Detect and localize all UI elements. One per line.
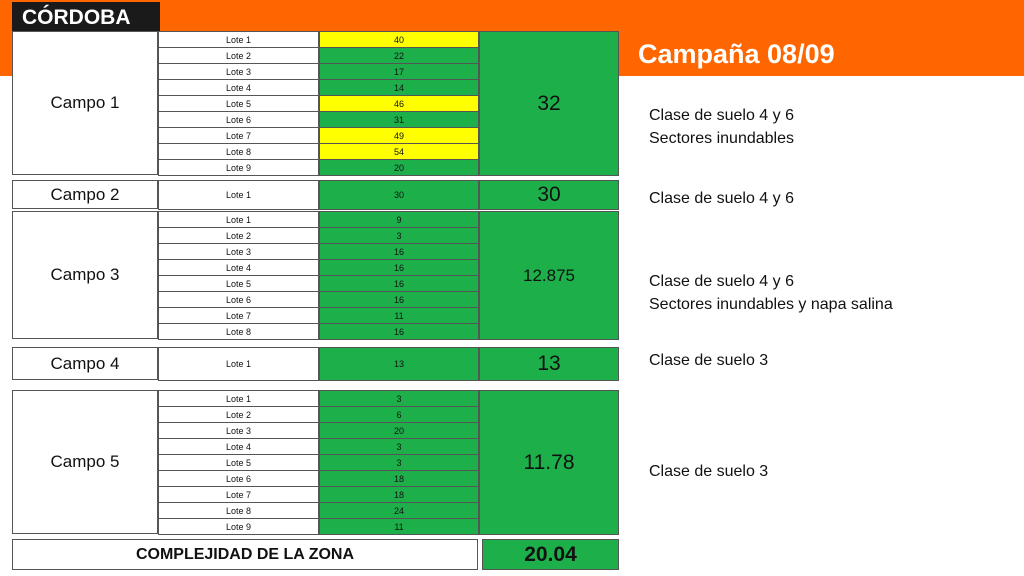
campaign-title: Campaña 08/09: [638, 39, 835, 69]
region-title: CÓRDOBA: [12, 2, 160, 34]
campo-label: Campo 1: [12, 31, 158, 175]
lote-name-cell: Lote 1: [158, 211, 319, 228]
campo-block: Campo 3 Lote 1 9 Lote 2 3 Lote 3 16 Lote 4 16 Lot…: [12, 211, 619, 340]
zone-complexity-label: COMPLEJIDAD DE LA ZONA: [12, 539, 478, 570]
lote-name-cell: Lote 6: [158, 111, 319, 128]
lote-name-cell: Lote 1: [158, 390, 319, 407]
lote-value-cell: 3: [319, 227, 479, 244]
zone-complexity-value: 20.04: [482, 539, 619, 570]
lote-name-cell: Lote 2: [158, 47, 319, 64]
campo-block: Campo 4 Lote 1 13 13: [12, 347, 619, 381]
lote-value-cell: 9: [319, 211, 479, 228]
campo-note: Sectores inundables: [649, 130, 794, 147]
lote-name-cell: Lote 7: [158, 486, 319, 503]
campo-note: Clase de suelo 3: [649, 463, 769, 480]
lote-name-cell: Lote 8: [158, 323, 319, 340]
lote-name-cell: Lote 3: [158, 63, 319, 80]
lote-value-cell: 16: [319, 291, 479, 308]
lote-name-cell: Lote 2: [158, 227, 319, 244]
lote-name-cell: Lote 3: [158, 243, 319, 260]
lote-value-cell: 46: [319, 95, 479, 112]
lote-value-cell: 20: [319, 159, 479, 176]
lote-name-cell: Lote 9: [158, 159, 319, 176]
lote-value-cell: 3: [319, 390, 479, 407]
lote-name-cell: Lote 6: [158, 470, 319, 487]
lote-value-cell: 24: [319, 502, 479, 519]
campo-total-cell: 11.78: [479, 390, 619, 535]
campo-note: Clase de suelo 4 y 6: [649, 107, 794, 124]
campo-block: Campo 5 Lote 1 3 Lote 2 6 Lote 3 20 Lote 4 3 Lote…: [12, 390, 619, 535]
lote-name-cell: Lote 3: [158, 422, 319, 439]
lote-value-cell: 14: [319, 79, 479, 96]
lote-value-cell: 16: [319, 275, 479, 292]
lote-value-cell: 3: [319, 438, 479, 455]
lote-value-cell: 17: [319, 63, 479, 80]
lote-name-cell: Lote 4: [158, 259, 319, 276]
lote-value-cell: 18: [319, 470, 479, 487]
campo-label: Campo 5: [12, 390, 158, 534]
lote-name-cell: Lote 5: [158, 454, 319, 471]
campo-note: Clase de suelo 4 y 6: [649, 273, 794, 290]
lote-value-cell: 30: [319, 180, 479, 210]
lote-value-cell: 16: [319, 243, 479, 260]
lote-value-cell: 16: [319, 323, 479, 340]
lote-value-cell: 18: [319, 486, 479, 503]
lote-value-cell: 3: [319, 454, 479, 471]
lote-name-cell: Lote 1: [158, 347, 319, 381]
lote-value-cell: 22: [319, 47, 479, 64]
lote-name-cell: Lote 7: [158, 127, 319, 144]
lote-value-cell: 49: [319, 127, 479, 144]
campo-note: Sectores inundables y napa salina: [649, 296, 893, 313]
lote-value-cell: 6: [319, 406, 479, 423]
campo-note: Clase de suelo 3: [649, 352, 769, 369]
lote-name-cell: Lote 2: [158, 406, 319, 423]
campo-label: Campo 3: [12, 211, 158, 339]
lote-value-cell: 11: [319, 518, 479, 535]
campo-block: Campo 2 Lote 1 30 30: [12, 180, 619, 210]
lote-name-cell: Lote 4: [158, 79, 319, 96]
lote-name-cell: Lote 5: [158, 95, 319, 112]
campo-total-cell: 32: [479, 31, 619, 176]
campo-label: Campo 2: [12, 180, 158, 209]
lote-name-cell: Lote 7: [158, 307, 319, 324]
campo-total-cell: 30: [479, 180, 619, 210]
campo-total-cell: 12.875: [479, 211, 619, 340]
lote-value-cell: 40: [319, 31, 479, 48]
lote-name-cell: Lote 9: [158, 518, 319, 535]
lote-name-cell: Lote 8: [158, 143, 319, 160]
campo-block: Campo 1 Lote 1 40 Lote 2 22 Lote 3 17 Lote 4 14 L…: [12, 31, 619, 176]
lote-name-cell: Lote 4: [158, 438, 319, 455]
campo-total-cell: 13: [479, 347, 619, 381]
lote-name-cell: Lote 8: [158, 502, 319, 519]
lote-name-cell: Lote 5: [158, 275, 319, 292]
lote-value-cell: 54: [319, 143, 479, 160]
lote-value-cell: 16: [319, 259, 479, 276]
lote-value-cell: 13: [319, 347, 479, 381]
lote-name-cell: Lote 1: [158, 31, 319, 48]
campo-note: Clase de suelo 4 y 6: [649, 190, 794, 207]
campo-label: Campo 4: [12, 347, 158, 380]
lote-value-cell: 31: [319, 111, 479, 128]
lote-value-cell: 20: [319, 422, 479, 439]
lote-value-cell: 11: [319, 307, 479, 324]
lote-name-cell: Lote 6: [158, 291, 319, 308]
lote-name-cell: Lote 1: [158, 180, 319, 210]
